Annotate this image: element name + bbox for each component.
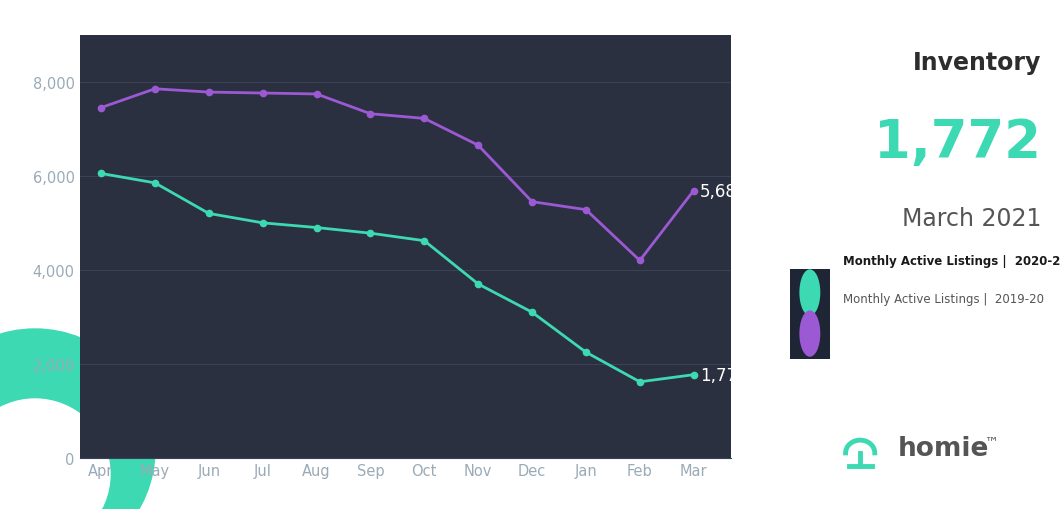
Text: 1,772: 1,772 bbox=[873, 117, 1041, 169]
Text: Monthly Active Listings |  2020-21: Monthly Active Listings | 2020-21 bbox=[843, 254, 1060, 267]
Circle shape bbox=[0, 329, 155, 509]
Text: Monthly Active Listings |  2019-20: Monthly Active Listings | 2019-20 bbox=[843, 293, 1044, 305]
Text: 1,772: 1,772 bbox=[701, 366, 747, 384]
Circle shape bbox=[0, 399, 110, 509]
Text: ™: ™ bbox=[985, 434, 999, 448]
Circle shape bbox=[799, 310, 820, 357]
Circle shape bbox=[799, 270, 820, 316]
FancyBboxPatch shape bbox=[789, 265, 831, 364]
Text: 5,687: 5,687 bbox=[701, 182, 747, 200]
Text: Inventory: Inventory bbox=[913, 51, 1041, 75]
Text: March 2021: March 2021 bbox=[902, 206, 1041, 230]
Text: homie: homie bbox=[898, 435, 989, 461]
